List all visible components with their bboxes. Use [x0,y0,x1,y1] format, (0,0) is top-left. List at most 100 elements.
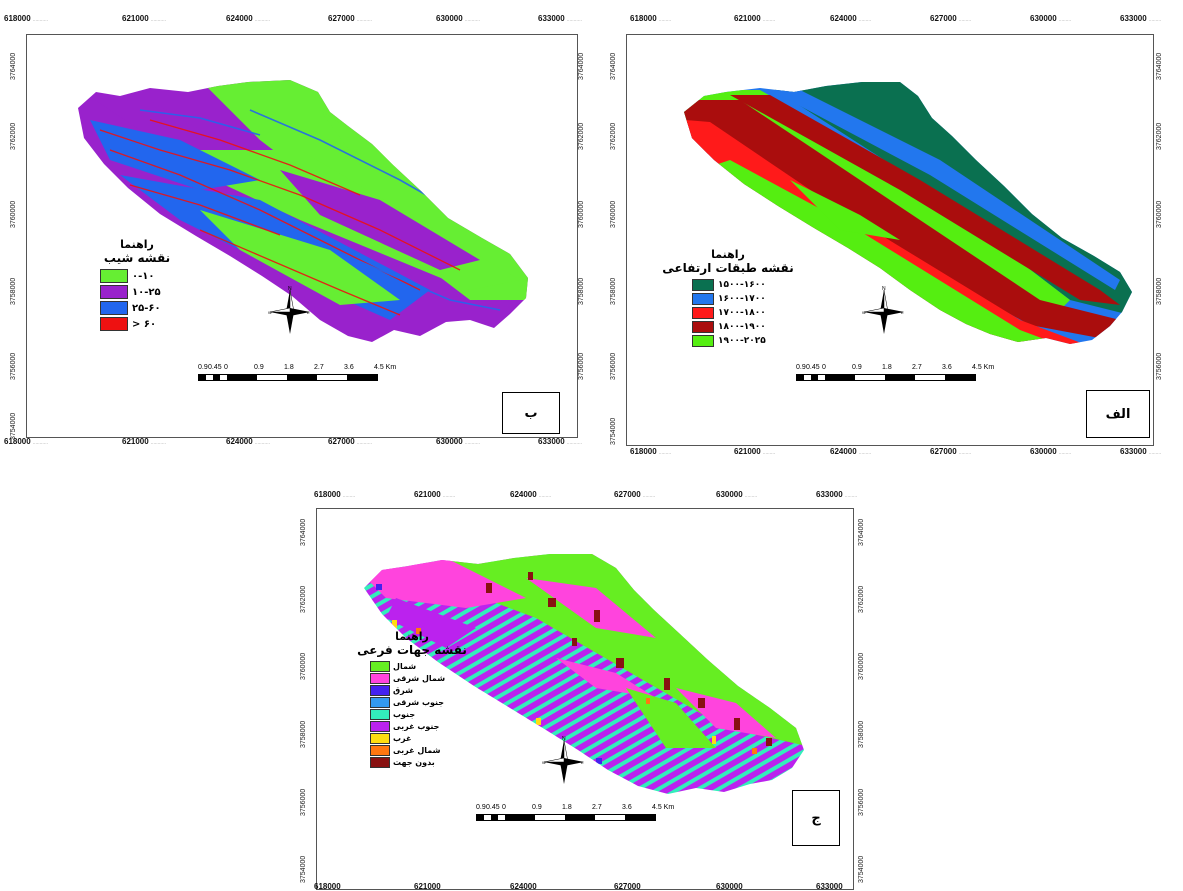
legend-item: ۱۸۰۰-۱۹۰۰ [692,321,798,333]
x-tick: 630000......... [1030,14,1072,23]
watershed-aspect-map [364,554,804,794]
east-label: E [307,310,310,315]
watershed-elevation-map [684,82,1132,344]
north-label: N [562,736,566,742]
legend-item: ۱۶۰۰-۱۷۰۰ [692,293,798,305]
x-tick: 633000 [816,882,843,891]
watershed-slope-map [78,80,528,342]
x-tick: 633000......... [816,490,858,499]
legend-item: ۰-۱۰ [100,269,192,283]
x-tick: 627000........... [328,14,372,23]
x-tick: 618000........... [4,14,48,23]
legend-swatch [370,709,390,720]
x-tick: 624000......... [510,490,552,499]
legend-subtitle: نقشه طبقات ارتفاعی [662,261,794,275]
legend-item: جنوب شرقی [370,697,472,708]
x-tick: 627000........... [328,437,372,446]
x-tick: 630000........... [436,14,480,23]
legend-item: ۱۰-۲۵ [100,285,192,299]
legend-item: شمال غربی [370,745,472,756]
panel-label-jim: ج [792,790,840,846]
x-tick: 624000 [510,882,537,891]
legend-swatch [692,335,714,347]
x-tick: 633000........... [538,14,582,23]
scale-bar: 0.9 0.45 0 0.9 1.8 2.7 3.6 4.5 Km [796,364,996,381]
legend-swatch [692,293,714,305]
legend-title: راهنما [395,630,429,643]
aspect-legend: راهنما نقشه جهات فرعی شمال شمال شرقی شرق… [352,630,472,769]
scale-graphic [198,374,378,381]
west-label: W [542,760,546,765]
legend-swatch [370,685,390,696]
legend-item: > ۶۰ [100,317,192,331]
north-arrow-icon: N W E [268,286,310,334]
x-tick: 633000........... [538,437,582,446]
x-tick: 630000 [716,882,743,891]
legend-subtitle: نقشه جهات فرعی [357,643,467,657]
legend-subtitle: نقشه شیب [103,251,171,265]
slope-legend: راهنما نقشه شیب ۰-۱۰ ۱۰-۲۵ ۲۵-۶۰ > ۶۰ [82,238,192,333]
x-tick: 621000........... [122,437,166,446]
scale-labels: 0.9 0.45 0 0.9 1.8 2.7 3.6 4.5 Km [476,804,675,811]
east-label: E [901,310,904,315]
legend-swatch [692,279,714,291]
legend-item: غرب [370,733,472,744]
panel-label-b: ب [502,392,560,434]
legend-item: بدون جهت [370,757,472,768]
x-tick: 618000......... [630,14,672,23]
legend-swatch [370,673,390,684]
legend-title: راهنما [711,248,745,261]
legend-items: ۱۵۰۰-۱۶۰۰ ۱۶۰۰-۱۷۰۰ ۱۷۰۰-۱۸۰۰ ۱۸۰۰-۱۹۰۰ … [658,279,798,347]
x-tick: 627000......... [930,447,972,456]
x-tick: 621000........... [122,14,166,23]
legend-item: ۱۷۰۰-۱۸۰۰ [692,307,798,319]
legend-title: راهنما [120,238,154,251]
east-label: E [581,760,584,765]
x-tick: 618000........... [4,437,48,446]
legend-item: شرق [370,685,472,696]
x-tick: 624000........... [226,437,270,446]
aspect-map-panel: 618000......... 621000......... 624000..… [296,488,886,891]
elevation-legend: راهنما نقشه طبقات ارتفاعی ۱۵۰۰-۱۶۰۰ ۱۶۰۰… [658,248,798,349]
x-tick: 624000........... [226,14,270,23]
north-arrow-icon: N W E [862,286,904,334]
legend-swatch [100,301,128,315]
legend-items: شمال شمال شرقی شرق جنوب شرقی جنوب جنوب غ… [352,661,472,768]
scale-labels: 0.9 0.45 0 0.9 1.8 2.7 3.6 4.5 Km [796,364,995,371]
west-label: W [268,310,272,315]
legend-swatch [370,661,390,672]
legend-item: ۱۹۰۰-۲۰۲۵ [692,335,798,347]
legend-item: ۲۵-۶۰ [100,301,192,315]
scale-labels: 0.9 0.45 0 0.9 1.8 2.7 3.6 4.5 Km [198,364,397,371]
scale-graphic [796,374,976,381]
x-tick: 621000......... [734,14,776,23]
x-tick: 621000......... [734,447,776,456]
north-arrow-icon: N W E [542,736,584,784]
elevation-map-panel: 618000......... 621000......... 624000..… [600,0,1183,460]
x-tick: 618000......... [314,490,356,499]
x-tick: 633000......... [1120,447,1162,456]
x-tick: 630000......... [716,490,758,499]
scale-graphic [476,814,656,821]
x-tick: 621000 [414,882,441,891]
x-tick: 618000......... [630,447,672,456]
x-tick: 618000 [314,882,341,891]
x-tick: 633000......... [1120,14,1162,23]
legend-swatch [370,757,390,768]
x-tick: 627000......... [930,14,972,23]
north-label: N [288,286,292,292]
legend-swatch [692,307,714,319]
legend-item: جنوب غربی [370,721,472,732]
legend-item: شمال شرقی [370,673,472,684]
legend-item: شمال [370,661,472,672]
x-tick: 627000 [614,882,641,891]
x-tick: 624000......... [830,14,872,23]
x-tick: 630000......... [1030,447,1072,456]
scale-bar: 0.9 0.45 0 0.9 1.8 2.7 3.6 4.5 Km [198,364,398,381]
legend-swatch [692,321,714,333]
x-tick: 630000........... [436,437,480,446]
x-tick: 627000......... [614,490,656,499]
legend-swatch [100,269,128,283]
legend-swatch [370,733,390,744]
west-label: W [862,310,866,315]
